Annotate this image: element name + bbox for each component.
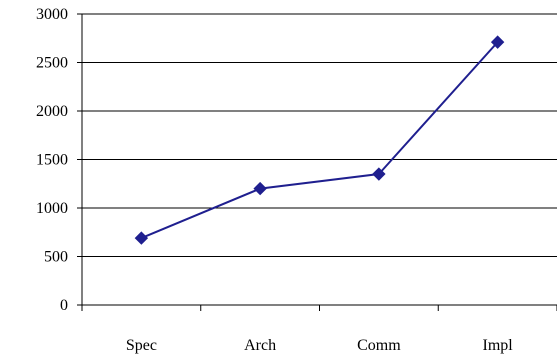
x-axis-ticks xyxy=(81,305,557,311)
y-tick-label-500: 500 xyxy=(44,249,68,266)
y-tick-label-0: 0 xyxy=(60,297,68,314)
data-point-arch xyxy=(253,181,267,196)
series-line-0 xyxy=(140,41,499,239)
x-category-label-arch: Arch xyxy=(244,337,276,354)
x-category-label-spec: Spec xyxy=(126,337,157,354)
data-point-impl xyxy=(490,35,505,49)
data-point-spec xyxy=(134,231,149,245)
x-category-label-comm: Comm xyxy=(357,337,401,354)
series-group xyxy=(134,35,505,245)
y-tick-label-3000: 3000 xyxy=(36,6,68,23)
y-tick-label-1000: 1000 xyxy=(36,200,68,217)
data-point-comm xyxy=(372,167,386,181)
gridlines xyxy=(82,13,557,257)
x-axis-category-labels: Spec Arch Comm Impl xyxy=(126,337,513,354)
y-axis-tick-labels: 0 500 1000 1500 2000 2500 3000 xyxy=(36,6,68,314)
y-tick-label-2000: 2000 xyxy=(36,103,68,120)
y-tick-label-2500: 2500 xyxy=(36,55,68,72)
x-category-label-impl: Impl xyxy=(483,337,514,354)
y-tick-label-1500: 1500 xyxy=(36,152,68,169)
